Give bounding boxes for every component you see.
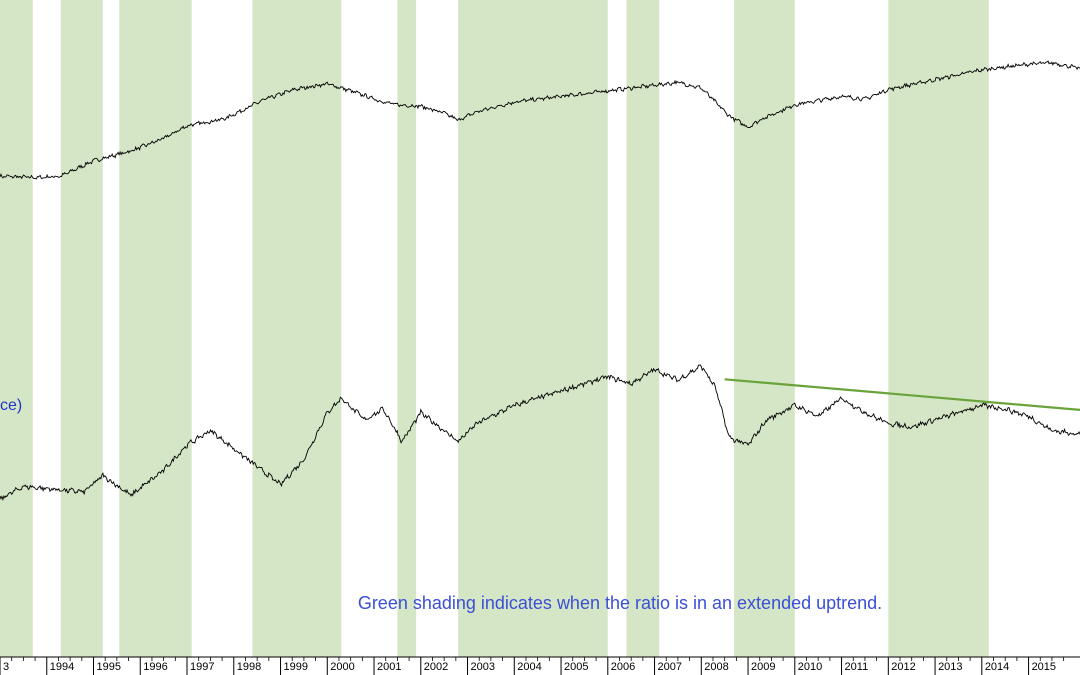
x-tick-label-1993: 3	[3, 661, 9, 673]
shaded-period-1	[60, 0, 103, 657]
x-tick-label-2000: 2000	[330, 661, 354, 673]
x-tick-label-2014: 2014	[985, 661, 1009, 673]
shaded-period-6	[626, 0, 660, 657]
shaded-period-3	[252, 0, 342, 657]
x-tick-label-2007: 2007	[658, 661, 682, 673]
x-tick-label-2009: 2009	[751, 661, 775, 673]
shading-annotation: Green shading indicates when the ratio i…	[357, 593, 883, 613]
x-tick-label-1995: 1995	[97, 661, 121, 673]
x-tick-label-2013: 2013	[938, 661, 962, 673]
x-axis: 3 1994 1995 1996 1997 1998 1999 2000 2001 2002 200…	[0, 656, 1080, 675]
shaded-period-8	[888, 0, 989, 657]
series-layer	[0, 60, 1080, 502]
x-tick-label-2002: 2002	[424, 661, 448, 673]
x-tick-label-2006: 2006	[611, 661, 635, 673]
x-tick-label-1999: 1999	[284, 661, 308, 673]
trend-line	[724, 378, 1080, 411]
x-tick-label-2015: 2015	[1032, 661, 1056, 673]
axis-label-partial: ce)	[0, 397, 23, 414]
x-tick-label-1994: 1994	[50, 661, 74, 673]
x-tick-label-2010: 2010	[798, 661, 822, 673]
x-tick-label-2003: 2003	[471, 661, 495, 673]
x-tick-label-2004: 2004	[517, 661, 541, 673]
shaded-periods	[0, 0, 989, 657]
shaded-period-0	[0, 0, 33, 657]
x-tick-label-2005: 2005	[564, 661, 588, 673]
shaded-period-4	[397, 0, 417, 657]
x-tick-label-1997: 1997	[190, 661, 214, 673]
x-tick-label-2012: 2012	[891, 661, 915, 673]
x-tick-label-1998: 1998	[237, 661, 261, 673]
trend-layer	[724, 378, 1080, 411]
x-tick-label-1996: 1996	[143, 661, 167, 673]
shaded-period-2	[119, 0, 192, 657]
series-line-0	[0, 60, 1080, 180]
shaded-period-7	[734, 0, 795, 657]
series-line-1	[0, 364, 1080, 502]
x-tick-label-2011: 2011	[845, 661, 869, 673]
x-tick-label-2001: 2001	[377, 661, 401, 673]
x-tick-label-2008: 2008	[704, 661, 728, 673]
